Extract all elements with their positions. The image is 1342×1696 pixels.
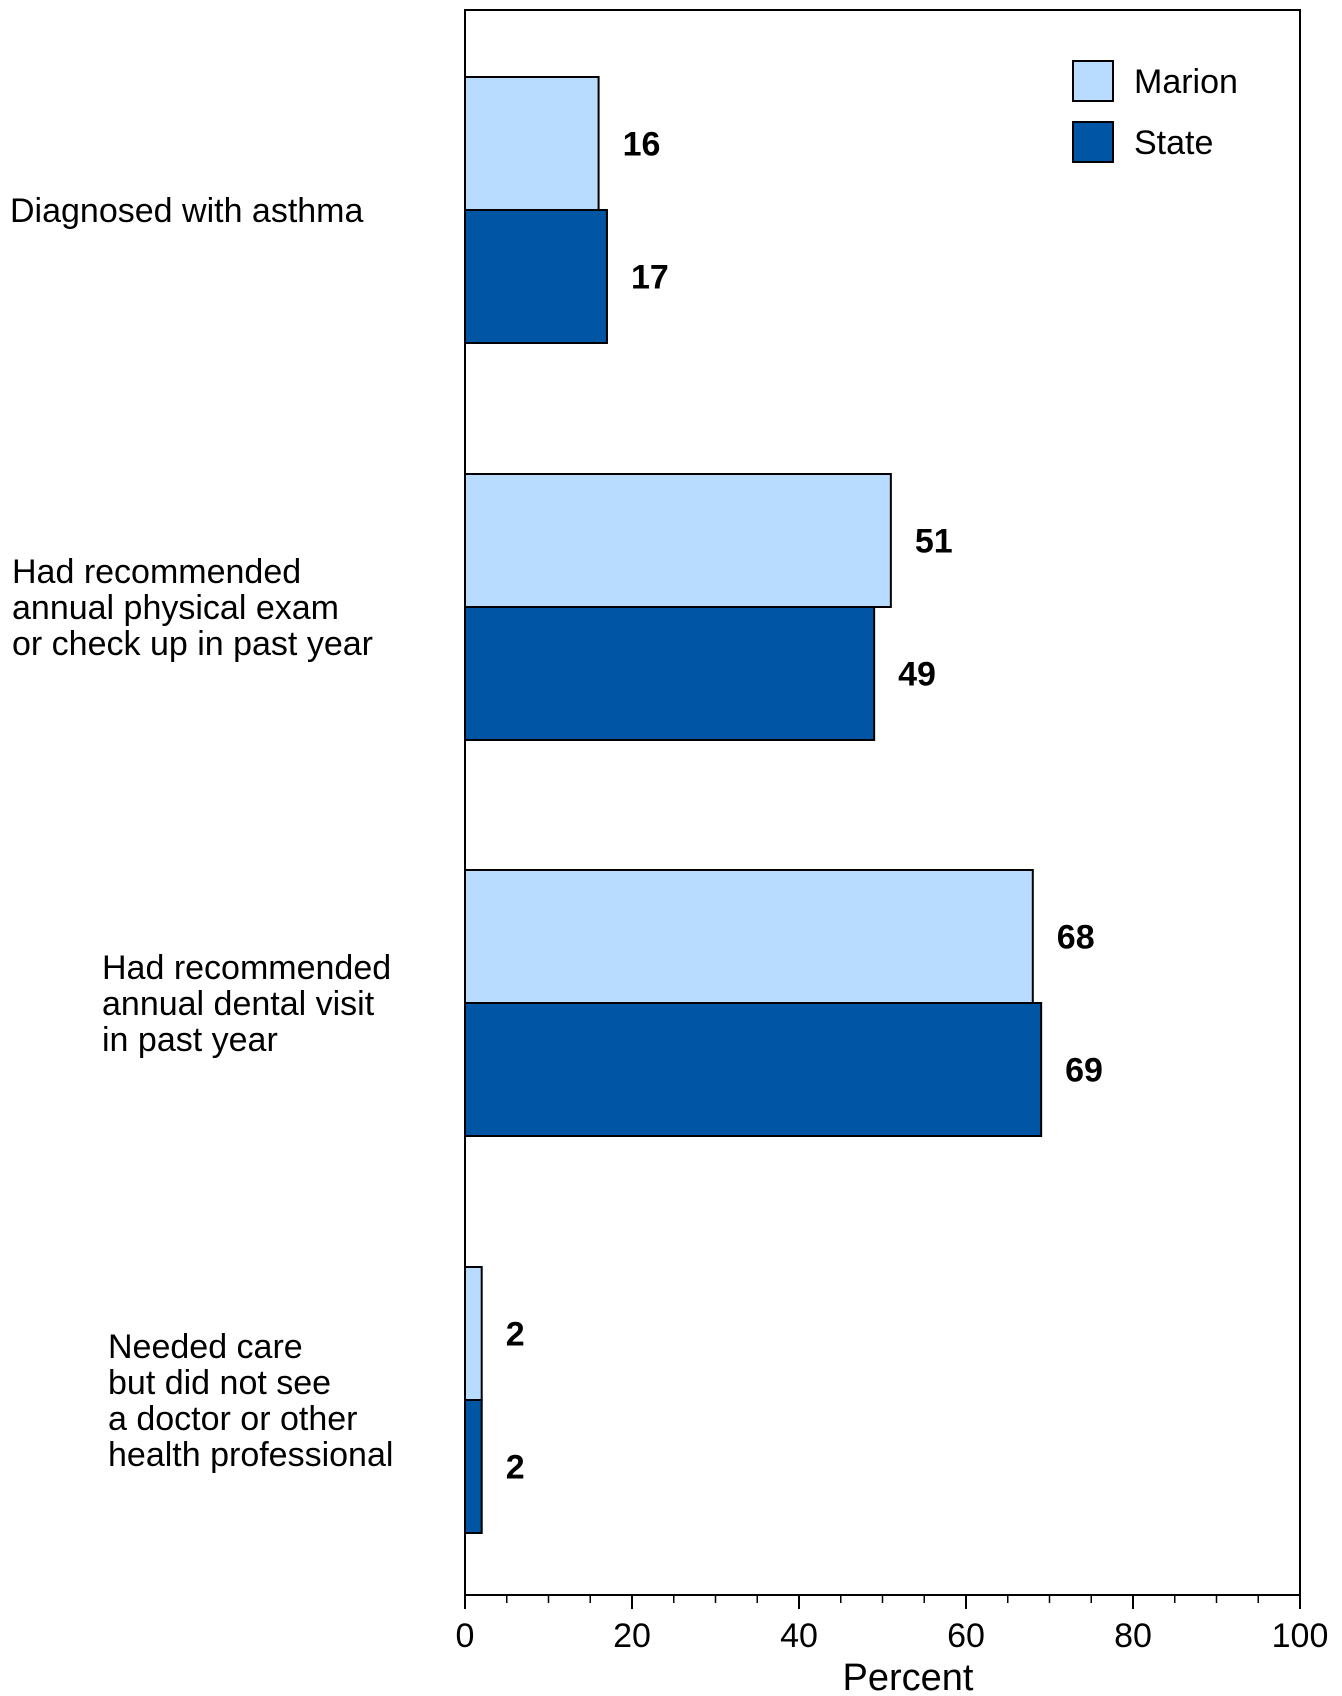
category-label-line: Had recommended (12, 553, 301, 591)
legend-label-state: State (1134, 124, 1213, 162)
tick-label: 80 (1114, 1617, 1152, 1655)
value-label-state-0: 17 (631, 259, 669, 297)
category-label-line: but did not see (108, 1364, 331, 1402)
bar-marion-3 (464, 1266, 483, 1401)
legend: Marion State (1072, 60, 1238, 163)
value-label-marion-0: 16 (623, 126, 661, 164)
bar-state-1 (464, 606, 876, 741)
value-labels-layer: 16 17 51 49 68 69 2 2 (506, 126, 1103, 1487)
bar-marion-1 (464, 473, 892, 608)
tick-label: 20 (613, 1617, 651, 1655)
value-label-marion-3: 2 (506, 1316, 525, 1354)
legend-label-marion: Marion (1134, 63, 1238, 101)
tick-label: 40 (780, 1617, 818, 1655)
category-label-3: Needed care but did not see a doctor or ot… (108, 1328, 393, 1474)
value-label-marion-2: 68 (1057, 919, 1095, 957)
category-label-line: a doctor or other (108, 1400, 357, 1438)
category-label-2: Had recommended annual dental visit in pas… (102, 949, 391, 1059)
category-label-line: Needed care (108, 1328, 303, 1366)
bar-state-0 (464, 209, 608, 344)
value-label-state-2: 69 (1065, 1052, 1103, 1090)
category-label-line: annual physical exam (12, 589, 339, 627)
category-label-line: health professional (108, 1436, 393, 1474)
value-label-marion-1: 51 (915, 523, 953, 561)
tick-label: 0 (456, 1617, 475, 1655)
category-label-0: Diagnosed with asthma (10, 192, 364, 230)
tick-label: 60 (947, 1617, 985, 1655)
legend-swatch-state (1072, 121, 1114, 163)
x-axis-title: Percent (843, 1657, 974, 1696)
category-label-line: or check up in past year (12, 625, 373, 663)
value-label-state-1: 49 (898, 656, 936, 694)
category-label-1: Had recommended annual physical exam or ch… (12, 553, 373, 663)
bar-marion-0 (464, 76, 600, 211)
category-label-line: Diagnosed with asthma (10, 192, 364, 230)
bar-state-2 (464, 1002, 1043, 1137)
category-label-line: annual dental visit (102, 985, 375, 1023)
bar-marion-2 (464, 869, 1034, 1004)
value-label-state-3: 2 (506, 1449, 525, 1487)
category-label-line: Had recommended (102, 949, 391, 987)
tick-label: 100 (1272, 1617, 1329, 1655)
x-axis: 0 20 40 60 80 100 (456, 1595, 1329, 1655)
bar-state-3 (464, 1399, 483, 1534)
bars-layer (464, 76, 1043, 1534)
category-label-line: in past year (102, 1021, 278, 1059)
legend-swatch-marion (1072, 60, 1114, 102)
